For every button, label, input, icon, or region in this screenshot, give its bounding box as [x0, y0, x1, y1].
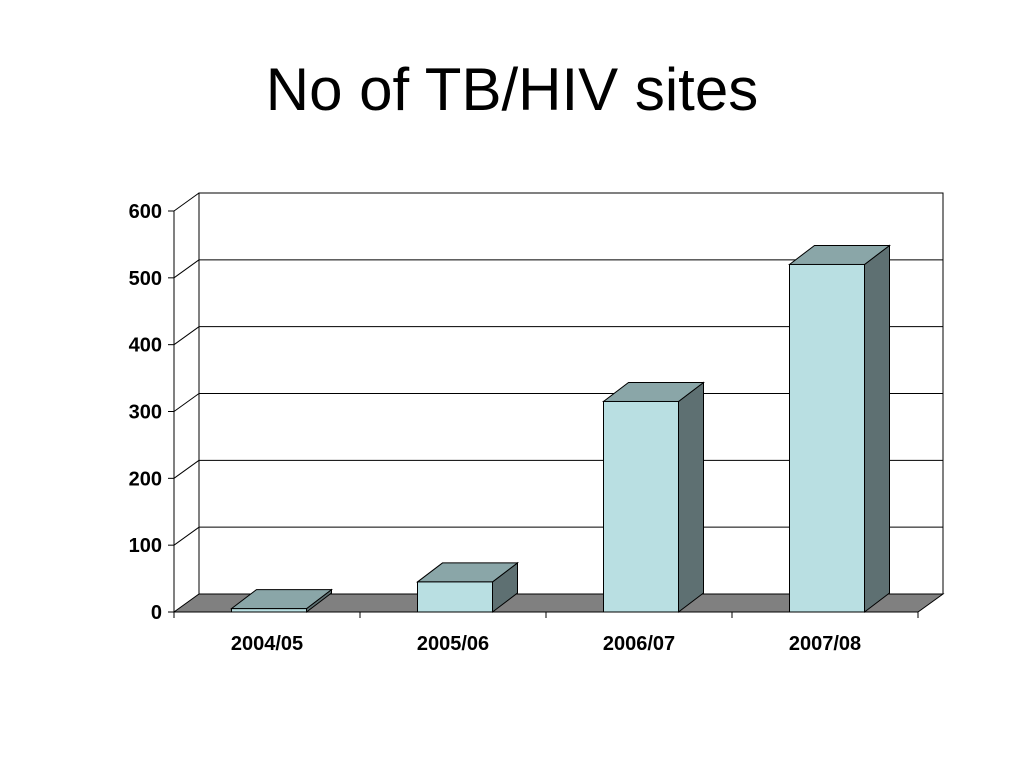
gridline-side	[173, 526, 200, 546]
y-tick-label: 0	[151, 602, 162, 624]
y-tick-label: 500	[129, 268, 162, 290]
y-tick-label: 400	[129, 335, 162, 357]
bar	[231, 608, 307, 613]
y-tick-label: 600	[129, 201, 162, 223]
bar-side	[678, 381, 704, 614]
x-tick-label: 2005/06	[417, 633, 489, 655]
bar	[789, 263, 865, 613]
gridline-side	[173, 326, 200, 346]
bar	[603, 400, 679, 613]
slide-title: No of TB/HIV sites	[265, 56, 759, 123]
back-wall	[198, 192, 944, 594]
y-tick-label: 100	[129, 535, 162, 557]
y-tick-label: 300	[129, 402, 162, 424]
gridline-side	[173, 192, 200, 212]
y-tick-label: 200	[129, 468, 162, 490]
gridline-side	[173, 459, 200, 479]
x-tick-label: 2006/07	[603, 633, 675, 655]
x-tick-label: 2004/05	[231, 633, 303, 655]
gridline-side	[173, 259, 200, 279]
bar-side	[864, 244, 890, 614]
gridline-side	[173, 393, 200, 412]
x-tick-label: 2007/08	[789, 633, 861, 655]
bar	[417, 581, 493, 613]
